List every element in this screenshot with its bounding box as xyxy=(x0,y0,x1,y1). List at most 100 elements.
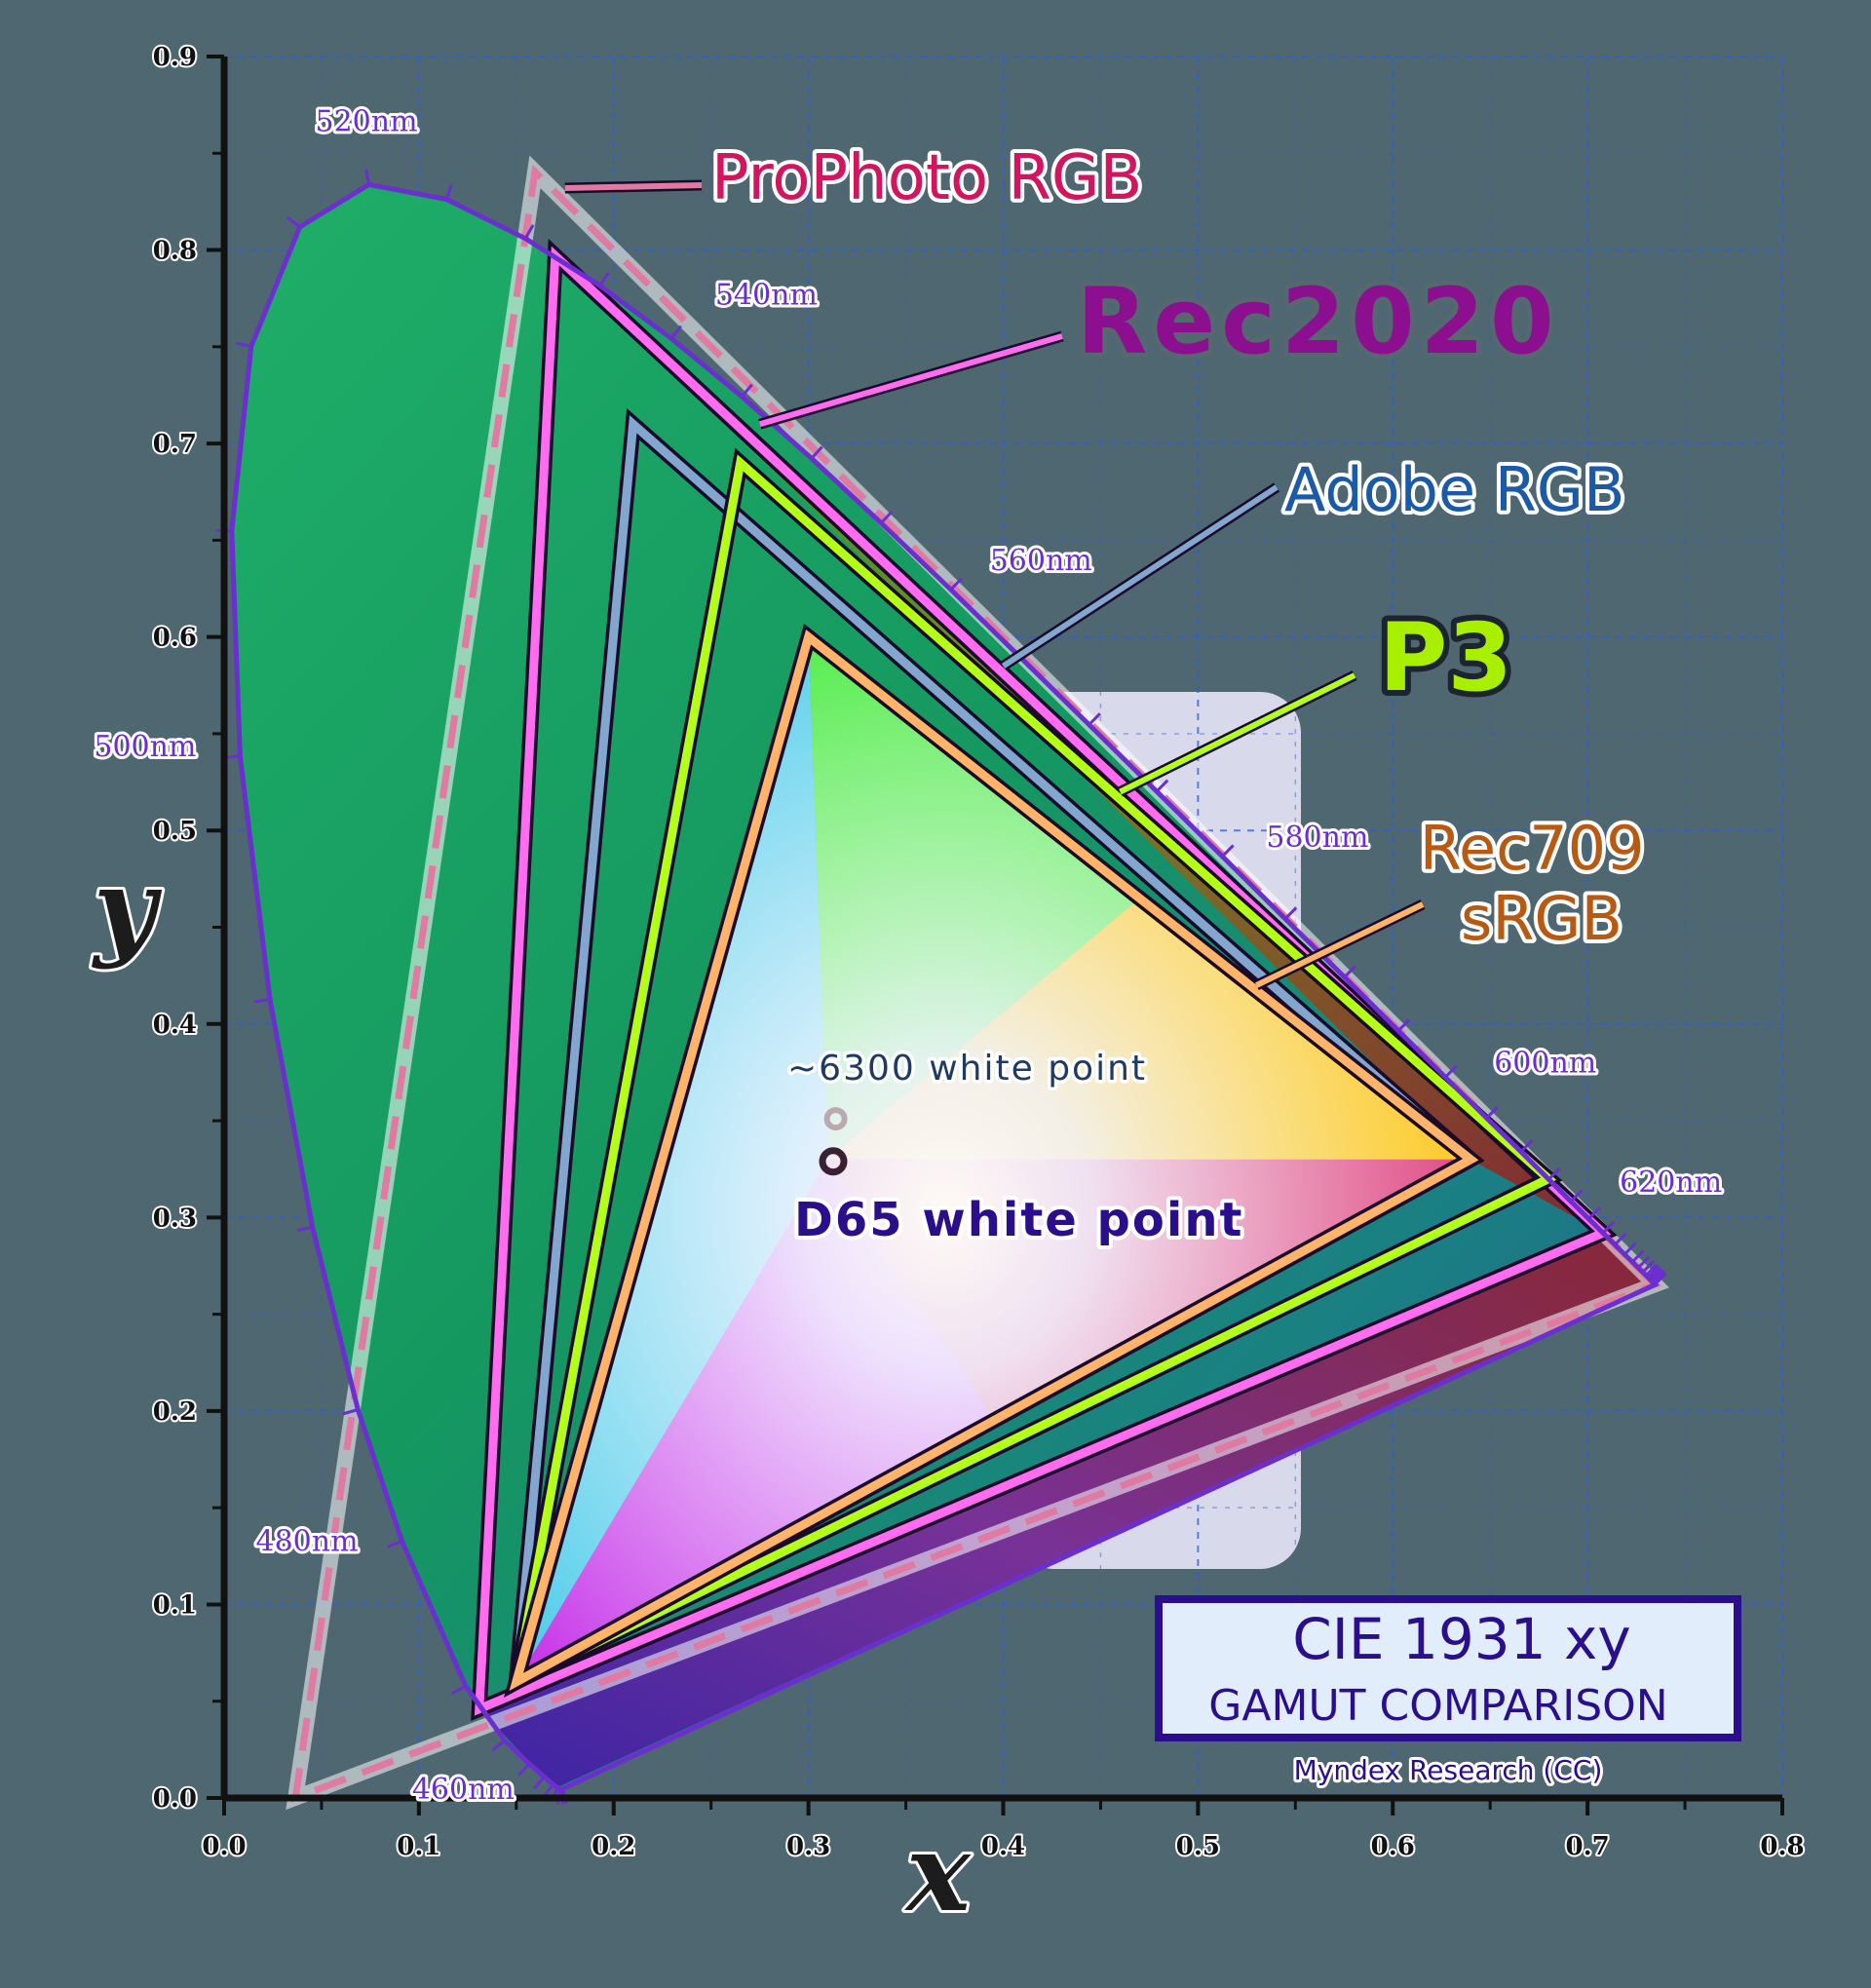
x-tick-label: 0.2 xyxy=(592,1832,635,1861)
y-tick-label: 0.4 xyxy=(153,1011,197,1040)
locus-tick xyxy=(1601,1220,1616,1235)
locus-tick xyxy=(517,1762,531,1777)
locus-tick xyxy=(1645,1263,1659,1277)
wavelength-label: 500nm xyxy=(94,730,196,764)
locus-tick xyxy=(1155,779,1169,793)
gamut-outline xyxy=(509,629,1479,1691)
gamut-1 xyxy=(471,238,1618,1722)
wavelength-label: 460nm xyxy=(412,1773,515,1807)
x-tick-label: 0.1 xyxy=(397,1832,440,1861)
locus-tick xyxy=(949,577,963,592)
locus-tick xyxy=(880,511,894,524)
leader-lines xyxy=(564,179,1426,991)
locus-tick xyxy=(491,1739,506,1752)
x-tick-label: 0.4 xyxy=(981,1832,1025,1861)
d65-marker xyxy=(819,1147,848,1176)
locus-tick xyxy=(342,1408,359,1416)
locus-tick xyxy=(235,341,252,348)
x-tick-label: 0.3 xyxy=(786,1832,830,1861)
y-tick-label: 0.3 xyxy=(153,1204,197,1233)
locus-tick xyxy=(1637,1255,1651,1270)
locus-tick xyxy=(1519,1139,1534,1153)
locus-tick xyxy=(364,169,370,185)
leader-rec709 xyxy=(1255,901,1425,988)
locus-tick xyxy=(532,1776,546,1790)
white-points: ~6300 white point D65 white point xyxy=(784,1046,1246,1252)
legend-p3: P3 xyxy=(1379,603,1512,712)
white-point-marker xyxy=(823,1107,848,1131)
wavelength-label: 480nm xyxy=(255,1525,358,1559)
locus-tick xyxy=(1283,906,1298,920)
locus-tick xyxy=(598,272,610,287)
white-point-label: ~6300 white point xyxy=(787,1049,1147,1089)
chart-subtitle: GAMUT COMPARISON xyxy=(1208,1681,1667,1731)
y-tick-label: 0.6 xyxy=(153,624,197,653)
wavelength-labels: 460nm 480nm 500nm 520nm 540nm 560nm 580nm 600nm… xyxy=(91,101,1725,1810)
wavelength-label: 560nm xyxy=(990,544,1092,578)
locus-tick xyxy=(1444,1064,1458,1079)
y-axis-title: y xyxy=(91,845,163,971)
y-tick-label: 0.8 xyxy=(153,237,197,266)
chart-title: CIE 1931 xy xyxy=(1292,1606,1630,1672)
locus-tick xyxy=(1631,1249,1645,1264)
x-tick-label: 0.7 xyxy=(1566,1832,1610,1861)
x-tick-label: 0.5 xyxy=(1176,1832,1220,1861)
y-tick-label: 0.7 xyxy=(153,430,197,459)
axes: 0.0 0.1 0.2 0.3 0.4 0.5 0.6 0.7 0.8 0.0 0.1 0.2 0.3 0… xyxy=(151,41,1807,1863)
leader-adobe xyxy=(1001,484,1279,669)
locus-tick xyxy=(523,224,535,240)
chart-credit: Myndex Research (CC) xyxy=(1294,1754,1603,1786)
locus-tick xyxy=(286,216,301,228)
locus-tick xyxy=(810,445,823,460)
gamut-outline xyxy=(474,246,1612,1716)
gamut-3 xyxy=(506,447,1563,1697)
locus-tick xyxy=(1654,1272,1667,1286)
y-tick-label: 0.9 xyxy=(153,43,197,72)
locus-tick xyxy=(669,325,682,340)
locus-tick xyxy=(296,1225,314,1233)
locus-tick xyxy=(387,1540,403,1548)
x-tick-label: 0.6 xyxy=(1371,1832,1415,1861)
leader-prophoto xyxy=(564,182,703,192)
y-tick-label: 0.2 xyxy=(153,1397,197,1427)
locus-tick xyxy=(1641,1260,1656,1274)
locus-tick xyxy=(741,383,753,398)
legend-prophoto: ProPhoto RGB xyxy=(711,142,1142,214)
locus-tick xyxy=(253,998,271,1004)
locus-tick xyxy=(1088,712,1101,726)
wavelength-label: 580nm xyxy=(1266,821,1368,855)
title-box: CIE 1931 xy GAMUT COMPARISON xyxy=(1155,1595,1741,1741)
y-tick-label: 0.5 xyxy=(153,817,197,846)
locus-tick xyxy=(1647,1265,1661,1280)
legend-rec2020: Rec2020 xyxy=(1077,269,1559,375)
y-tick-label: 0.0 xyxy=(153,1784,197,1814)
locus-tick xyxy=(1221,844,1235,858)
locus-tick xyxy=(1587,1206,1601,1220)
locus-tick xyxy=(1649,1267,1662,1281)
x-tick-label: 0.0 xyxy=(202,1832,246,1861)
locus-tick xyxy=(1623,1242,1637,1256)
y-tick-label: 0.1 xyxy=(153,1590,197,1620)
x-tick-label: 0.8 xyxy=(1760,1832,1804,1861)
locus-tick xyxy=(451,1684,467,1695)
wavelength-label: 620nm xyxy=(1620,1166,1722,1200)
gamut-triangles xyxy=(229,155,1669,1811)
locus-tick xyxy=(1570,1189,1584,1203)
locus-tick xyxy=(1614,1232,1627,1246)
d65-label: D65 white point xyxy=(794,1193,1243,1247)
gamut-4 xyxy=(503,623,1485,1699)
legend-adobe: Adobe RGB xyxy=(1284,454,1624,525)
locus-tick xyxy=(1650,1268,1663,1282)
leader-rec2020 xyxy=(758,333,1063,428)
locus-tick xyxy=(444,183,453,201)
srgb-fill-white xyxy=(515,636,1471,1682)
leader-p3 xyxy=(1119,672,1356,795)
wavelength-label: 540nm xyxy=(715,278,818,312)
wavelength-label: 520nm xyxy=(316,104,418,138)
wavelength-label: 600nm xyxy=(1494,1046,1596,1080)
legend-rec709: Rec709 sRGB xyxy=(1420,813,1664,954)
locus-tick xyxy=(1485,1105,1499,1120)
locus-tick xyxy=(1651,1270,1665,1283)
locus-tick xyxy=(1396,1018,1411,1032)
